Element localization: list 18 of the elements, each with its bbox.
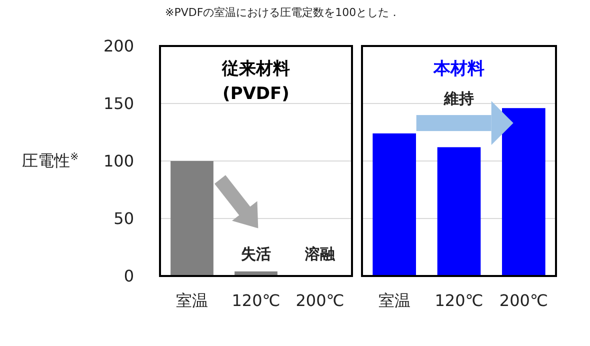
- annotation: 維持: [443, 90, 474, 108]
- y-tick-label: 50: [114, 209, 134, 228]
- x-tick-label: 200℃: [499, 291, 548, 310]
- y-tick-label: 200: [103, 36, 134, 56]
- x-tick-label: 120℃: [434, 291, 484, 310]
- annotation: 溶融: [304, 244, 336, 263]
- text: ※PVDFの室温における圧電定数を100とした．: [165, 6, 400, 19]
- x-tick-label: 120℃: [232, 291, 280, 310]
- x-tick-label: 200℃: [296, 291, 344, 310]
- x-tick-label: 室温: [378, 291, 410, 310]
- y-tick-label: 100: [103, 152, 134, 170]
- text: 従来材料 (PVDF): [221, 59, 290, 104]
- y-tick-label: 0: [124, 266, 134, 286]
- annotation: 失活: [241, 244, 271, 263]
- y-tick-label: 150: [103, 94, 134, 113]
- x-tick-label: 室温: [176, 291, 208, 310]
- text: 本材料: [432, 59, 484, 79]
- y-axis-title: 圧電性$^{※}$: [22, 151, 79, 170]
